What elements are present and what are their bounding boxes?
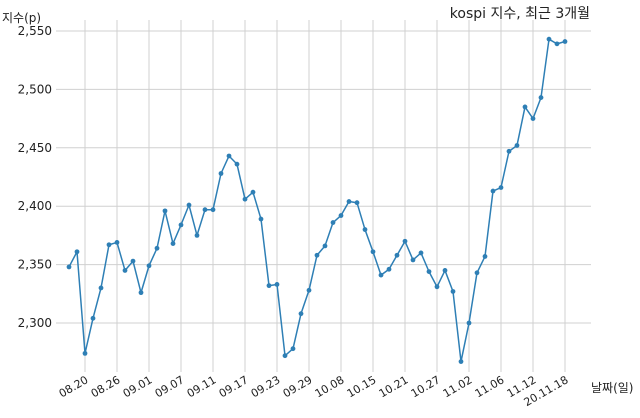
- data-point: [114, 240, 120, 245]
- data-point: [266, 283, 272, 289]
- data-point: [162, 208, 168, 214]
- data-point: [90, 315, 96, 321]
- data-point: [370, 249, 376, 255]
- data-point: [546, 36, 552, 42]
- y-tick-label: 2,500: [18, 82, 52, 96]
- data-point: [146, 263, 152, 269]
- y-tick-label: 2,300: [18, 316, 52, 330]
- y-axis-label: 지수(p): [2, 11, 41, 25]
- x-tick-label: 10.08: [313, 373, 347, 400]
- data-point: [82, 350, 88, 356]
- y-tick-label: 2,400: [18, 199, 52, 213]
- chart-grid: [56, 20, 591, 372]
- data-point: [290, 346, 296, 352]
- data-point: [346, 199, 352, 204]
- data-point: [106, 242, 112, 248]
- data-point: [442, 268, 448, 273]
- data-point: [138, 290, 144, 296]
- x-tick-label: 10.27: [409, 373, 443, 400]
- data-point: [450, 289, 456, 294]
- data-point: [122, 268, 128, 273]
- data-point: [218, 171, 224, 176]
- data-point: [178, 222, 184, 228]
- y-tick-label: 2,550: [18, 24, 52, 38]
- x-tick-label: 09.17: [217, 373, 251, 400]
- x-tick-label: 10.15: [345, 373, 379, 400]
- data-point: [314, 252, 320, 258]
- data-point: [170, 241, 176, 246]
- data-point: [514, 143, 520, 148]
- data-point: [506, 148, 512, 154]
- data-point: [66, 264, 72, 270]
- data-point: [322, 243, 328, 249]
- y-tick-label: 2,450: [18, 141, 52, 155]
- data-point: [378, 272, 384, 278]
- data-point: [458, 359, 464, 364]
- data-point: [474, 270, 480, 276]
- data-point: [210, 207, 216, 213]
- data-point: [410, 257, 416, 263]
- y-tick-labels: 2,300 2,350 2,400 2,450 2,500 2,550: [18, 24, 52, 330]
- data-point: [354, 200, 360, 206]
- x-tick-label: 09.11: [185, 373, 219, 400]
- data-point: [522, 104, 528, 110]
- data-point: [466, 320, 472, 326]
- data-point: [530, 116, 536, 121]
- data-point: [338, 213, 344, 218]
- data-point: [434, 284, 440, 290]
- data-point: [298, 311, 304, 317]
- data-point: [386, 266, 392, 272]
- data-point: [226, 153, 232, 159]
- x-tick-label: 11.02: [441, 373, 475, 400]
- x-tick-label: 09.23: [249, 373, 283, 400]
- data-point: [194, 233, 200, 238]
- x-tick-label: 08.26: [89, 373, 123, 400]
- data-point: [250, 189, 256, 195]
- data-point: [154, 245, 160, 251]
- data-point: [186, 202, 192, 208]
- data-point: [330, 220, 336, 225]
- y-tick-label: 2,350: [18, 258, 52, 272]
- series-line: [68, 38, 566, 363]
- x-tick-label: 09.29: [281, 373, 315, 400]
- data-point: [274, 282, 280, 287]
- data-point: [394, 252, 400, 258]
- data-point: [362, 227, 368, 232]
- data-point: [234, 161, 240, 167]
- data-point: [538, 95, 544, 100]
- x-tick-label: 11.06: [473, 373, 507, 400]
- data-point: [562, 39, 568, 44]
- data-point: [498, 185, 504, 190]
- data-point: [258, 216, 264, 222]
- data-point: [402, 238, 408, 244]
- x-tick-label: 10.21: [377, 373, 411, 400]
- data-point: [98, 285, 104, 291]
- x-tick-label: 09.01: [121, 373, 155, 400]
- x-tick-labels: 08.2008.2609.0109.0709.1109.1709.2309.29…: [57, 373, 571, 409]
- chart-title: kospi 지수, 최근 3개월: [450, 6, 590, 22]
- data-point: [282, 353, 288, 359]
- data-point: [202, 207, 208, 213]
- data-point: [490, 188, 496, 194]
- x-tick-label: 08.20: [57, 373, 91, 400]
- data-point: [306, 287, 312, 293]
- data-point: [242, 196, 248, 202]
- data-point: [130, 258, 136, 264]
- data-point: [554, 41, 560, 47]
- data-point: [426, 269, 432, 275]
- series-kospi: [66, 36, 568, 364]
- data-point: [74, 249, 80, 255]
- data-point: [482, 254, 488, 259]
- data-point: [418, 250, 424, 256]
- x-tick-label: 09.07: [153, 373, 187, 400]
- x-axis-label: 날짜(일): [591, 381, 633, 395]
